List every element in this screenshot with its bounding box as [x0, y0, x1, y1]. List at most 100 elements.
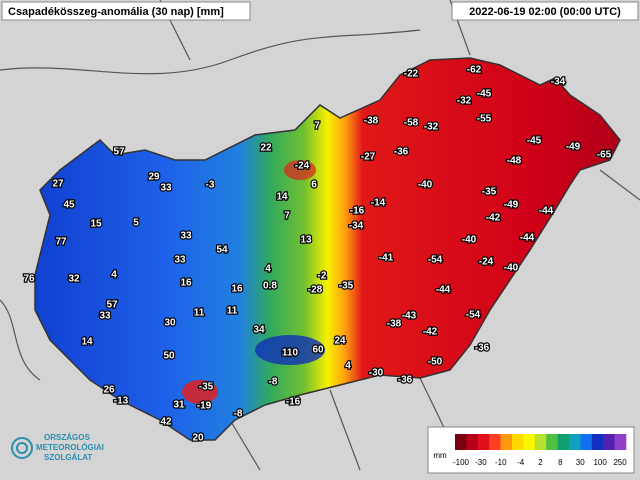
logo — [11, 437, 33, 459]
station-value: 32 — [68, 274, 80, 285]
station-value: 4 — [345, 361, 351, 372]
legend-tick-label: 100 — [593, 458, 607, 467]
station-value: -45 — [527, 136, 542, 147]
station-value: 33 — [174, 255, 186, 266]
station-value: 31 — [173, 400, 185, 411]
station-value: 33 — [99, 311, 111, 322]
country-shape — [34, 57, 621, 441]
legend-swatch — [614, 434, 627, 450]
logo-ring — [11, 437, 33, 459]
station-value: -2 — [318, 271, 327, 282]
station-value: 77 — [55, 237, 67, 248]
station-value: -22 — [404, 69, 419, 80]
legend-tick-label: -10 — [495, 458, 507, 467]
legend-unit: mm — [433, 451, 447, 460]
station-value: -44 — [436, 285, 451, 296]
station-value: 54 — [216, 245, 228, 256]
legend-tick-label: -100 — [453, 458, 470, 467]
station-value: -42 — [423, 327, 438, 338]
station-value: 34 — [253, 325, 265, 336]
timestamp: 2022-06-19 02:00 (00:00 UTC) — [469, 6, 621, 18]
station-value: 24 — [334, 336, 346, 347]
logo-text: ORSZÁGOS — [44, 433, 90, 442]
legend-swatch — [523, 434, 536, 450]
station-value: -32 — [457, 96, 472, 107]
station-value: 7 — [284, 211, 290, 222]
station-value: -8 — [269, 377, 278, 388]
station-value: -3 — [206, 180, 215, 191]
station-value: 6 — [311, 180, 317, 191]
station-value: 30 — [164, 318, 176, 329]
station-value: -30 — [369, 368, 384, 379]
station-value: 16 — [180, 278, 192, 289]
legend-swatch — [500, 434, 513, 450]
logo-text: METEOROLÓGIAI — [36, 443, 104, 452]
station-value: -35 — [339, 281, 354, 292]
station-value: -40 — [504, 263, 519, 274]
station-value: 5 — [133, 218, 139, 229]
legend-swatch — [466, 434, 479, 450]
legend-swatch — [580, 434, 593, 450]
station-value: -34 — [551, 77, 566, 88]
station-value: -38 — [387, 319, 402, 330]
station-value: -38 — [364, 116, 379, 127]
legend-tick-label: 250 — [613, 458, 627, 467]
station-value: 29 — [148, 172, 160, 183]
station-value: 11 — [194, 308, 205, 319]
station-value: -48 — [507, 156, 522, 167]
station-value: 57 — [113, 147, 125, 158]
legend-swatch — [569, 434, 581, 450]
station-value: 14 — [81, 337, 93, 348]
station-value: 7 — [314, 121, 320, 132]
legend-swatch — [489, 434, 501, 450]
shade — [284, 160, 316, 180]
station-value: -65 — [597, 150, 612, 161]
station-value: -32 — [424, 122, 439, 133]
station-value: 42 — [160, 417, 172, 428]
station-value: -16 — [350, 206, 365, 217]
station-value: -43 — [402, 311, 417, 322]
station-value: -34 — [349, 221, 364, 232]
station-value: -55 — [477, 114, 492, 125]
station-value: -54 — [466, 310, 481, 321]
station-value: -14 — [371, 198, 386, 209]
station-value: -35 — [482, 187, 497, 198]
time-box — [451, 1, 639, 21]
station-value: -28 — [308, 285, 323, 296]
station-value: -49 — [504, 200, 519, 211]
legend-tick-label: 2 — [538, 458, 543, 467]
legend-tick-label: 30 — [576, 458, 585, 467]
station-value: -44 — [520, 233, 535, 244]
shade — [182, 380, 218, 404]
station-value: -24 — [479, 257, 494, 268]
station-value: 57 — [106, 300, 118, 311]
station-value: 20 — [192, 433, 204, 444]
station-value: 16 — [231, 284, 243, 295]
legend-tick-label: -30 — [475, 458, 487, 467]
station-value: 22 — [260, 143, 272, 154]
legend-swatch — [557, 434, 570, 450]
legend-swatch — [546, 434, 558, 450]
station-value: 11 — [227, 306, 238, 317]
legend-tick-label: -4 — [517, 458, 525, 467]
station-value: -41 — [379, 253, 394, 264]
station-value: 4 — [265, 264, 271, 275]
station-value: -54 — [428, 255, 443, 266]
station-value: -8 — [234, 409, 243, 420]
shade — [255, 335, 325, 365]
station-value: 15 — [90, 219, 102, 230]
legend-swatch — [591, 434, 604, 450]
station-value: -44 — [539, 206, 554, 217]
station-value: 76 — [23, 274, 35, 285]
station-value: -36 — [398, 375, 413, 386]
station-value: 0.8 — [263, 281, 277, 292]
station-value: -40 — [462, 235, 477, 246]
legend-swatch — [534, 434, 547, 450]
station-value: -50 — [428, 357, 443, 368]
logo-ring — [16, 442, 28, 454]
station-value: -13 — [114, 396, 129, 407]
station-value: -35 — [199, 382, 214, 393]
station-value: -16 — [286, 397, 301, 408]
